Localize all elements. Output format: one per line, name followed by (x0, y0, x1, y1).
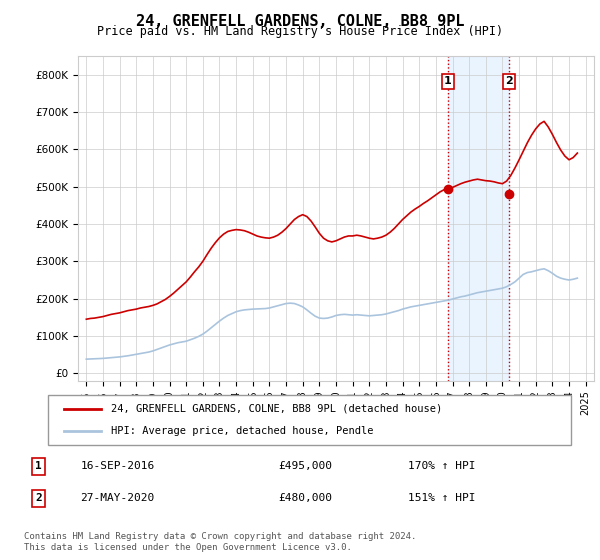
Text: 170% ↑ HPI: 170% ↑ HPI (407, 461, 475, 471)
Text: Price paid vs. HM Land Registry's House Price Index (HPI): Price paid vs. HM Land Registry's House … (97, 25, 503, 38)
Text: 2: 2 (505, 76, 513, 86)
FancyBboxPatch shape (48, 395, 571, 445)
Text: 1: 1 (35, 461, 42, 471)
Text: 24, GRENFELL GARDENS, COLNE, BB8 9PL: 24, GRENFELL GARDENS, COLNE, BB8 9PL (136, 14, 464, 29)
Text: 24, GRENFELL GARDENS, COLNE, BB8 9PL (detached house): 24, GRENFELL GARDENS, COLNE, BB8 9PL (de… (112, 404, 443, 414)
Text: 27-MAY-2020: 27-MAY-2020 (80, 493, 155, 503)
Text: HPI: Average price, detached house, Pendle: HPI: Average price, detached house, Pend… (112, 426, 374, 436)
Text: £480,000: £480,000 (278, 493, 332, 503)
Text: 151% ↑ HPI: 151% ↑ HPI (407, 493, 475, 503)
Text: £495,000: £495,000 (278, 461, 332, 471)
Text: 2: 2 (35, 493, 42, 503)
Text: 1: 1 (444, 76, 452, 86)
Text: Contains HM Land Registry data © Crown copyright and database right 2024.
This d: Contains HM Land Registry data © Crown c… (24, 532, 416, 552)
Bar (448, 56, 509, 381)
Text: 16-SEP-2016: 16-SEP-2016 (80, 461, 155, 471)
